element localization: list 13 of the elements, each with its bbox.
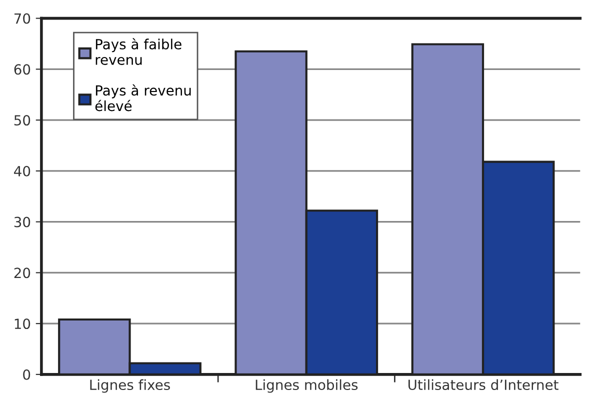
y-tick-label: 10 [14, 318, 30, 330]
x-tick-label: Utilisateurs d’Internet [408, 379, 558, 390]
legend-label: Pays à faible revenu [96, 38, 182, 65]
x-tick-label: Lignes fixes [90, 379, 170, 393]
y-tick-label: 60 [14, 64, 30, 75]
y-tick-label: 30 [14, 216, 30, 228]
legend-label: Pays à revenu élevé [95, 84, 191, 112]
y-tick-label: 0 [23, 369, 30, 380]
y-tick-label: 20 [14, 268, 30, 278]
y-tick-label: 70 [14, 13, 30, 24]
y-tick-label: 40 [14, 166, 30, 176]
y-tick-label: 50 [14, 115, 30, 126]
x-tick-label: Lignes mobiles [256, 379, 358, 393]
